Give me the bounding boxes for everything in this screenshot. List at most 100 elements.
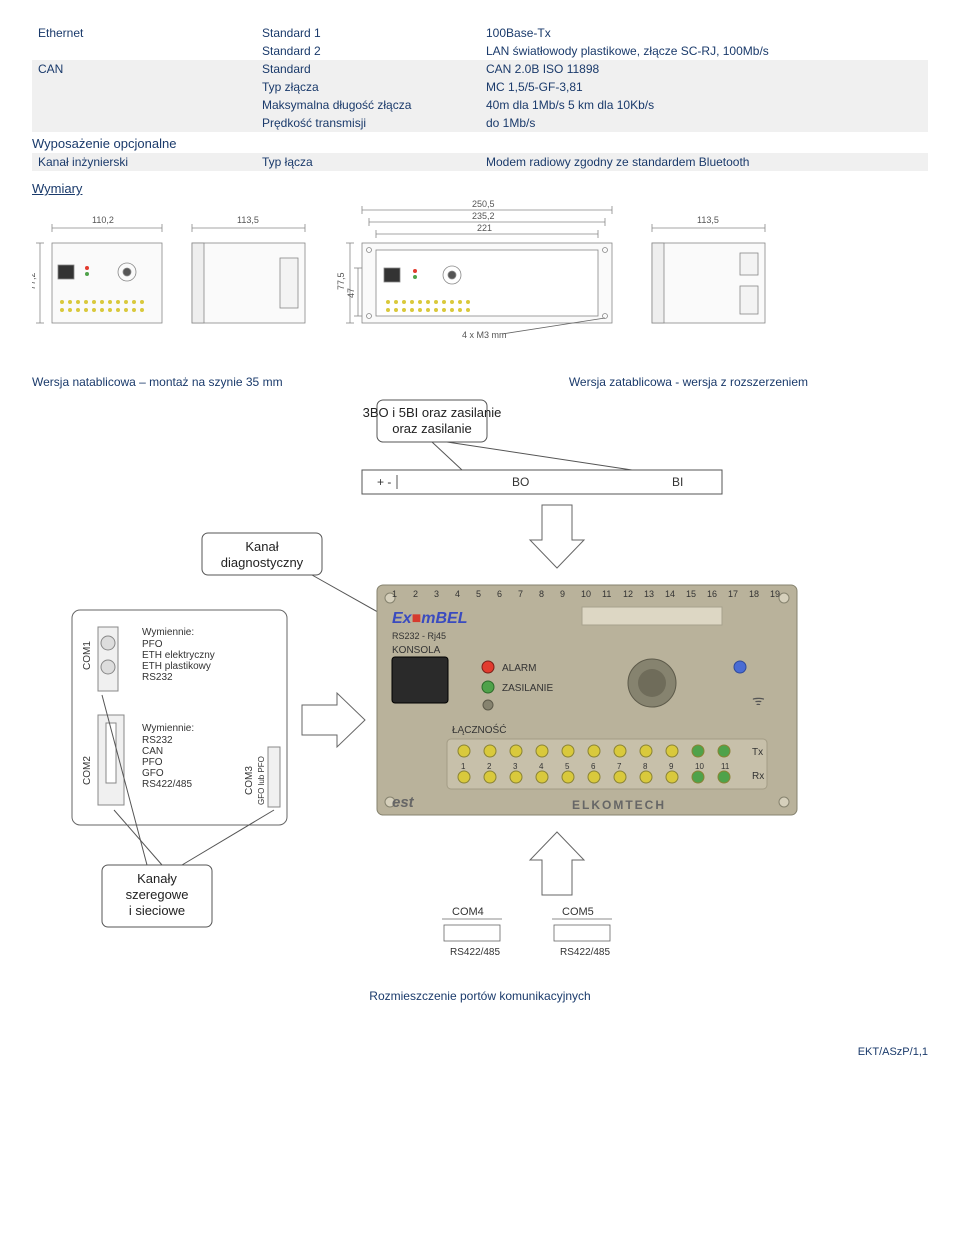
svg-text:ALARM: ALARM [502,663,536,674]
svg-text:15: 15 [686,589,696,599]
spec-cell: do 1Mb/s [480,114,928,132]
svg-text:RS232 - Rj45: RS232 - Rj45 [392,631,446,641]
svg-text:KONSOLA: KONSOLA [392,645,441,656]
caption-right: Wersja zatablicowa - wersja z rozszerzen… [569,375,808,389]
spec-cell: 100Base-Tx [480,24,928,42]
svg-text:1: 1 [461,762,466,771]
svg-text:BO: BO [512,475,529,489]
svg-text:113,5: 113,5 [697,215,719,225]
spec-cell [32,96,256,114]
svg-text:6: 6 [591,762,596,771]
svg-text:PFO: PFO [142,757,163,768]
svg-text:4 x M3 mm: 4 x M3 mm [462,330,507,340]
svg-text:19: 19 [770,589,780,599]
spec-cell [32,42,256,60]
svg-text:14: 14 [665,589,675,599]
svg-text:RS422/485: RS422/485 [560,947,610,958]
svg-text:250,5: 250,5 [472,199,495,209]
spec-cell: CAN [32,60,256,78]
svg-text:9: 9 [669,762,674,771]
svg-text:7: 7 [518,589,523,599]
caption-left: Wersja natablicowa – montaż na szynie 35… [32,375,283,389]
opt-c1: Kanał inżynierski [32,153,256,171]
spec-cell: CAN 2.0B ISO 11898 [480,60,928,78]
spec-cell: Standard 2 [256,42,480,60]
section-optional: Wyposażenie opcjonalne [32,136,928,151]
svg-text:Tx: Tx [752,747,763,758]
spec-cell: Typ złącza [256,78,480,96]
svg-text:ETH elektryczny: ETH elektryczny [142,650,215,661]
svg-text:5: 5 [476,589,481,599]
svg-text:Kanał: Kanał [245,539,278,554]
svg-text:8: 8 [539,589,544,599]
svg-text:COM3: COM3 [244,766,255,795]
svg-text:1: 1 [392,589,397,599]
svg-text:oraz zasilanie: oraz zasilanie [392,421,472,436]
svg-text:10: 10 [581,589,591,599]
svg-text:2: 2 [413,589,418,599]
svg-text:Wymiennie:: Wymiennie: [142,723,194,734]
svg-text:COM1: COM1 [82,641,93,670]
svg-text:4: 4 [455,589,460,599]
svg-text:16: 16 [707,589,717,599]
svg-text:3: 3 [434,589,439,599]
svg-text:GFO: GFO [142,768,164,779]
svg-text:GFO lub PFO: GFO lub PFO [257,756,266,805]
svg-text:COM5: COM5 [562,906,594,918]
svg-text:3BO i 5BI oraz zasilanie: 3BO i 5BI oraz zasilanie [363,405,502,420]
svg-text:RS422/485: RS422/485 [142,779,192,790]
dim-drawings: 110,2 77,2 113,5 250,5 235,2 221 77,5 [32,198,928,351]
spec-cell [32,78,256,96]
svg-text:11: 11 [602,589,611,599]
spec-cell: MC 1,5/5-GF-3,81 [480,78,928,96]
svg-text:Ex■mBEL: Ex■mBEL [392,610,467,627]
svg-text:COM2: COM2 [82,756,93,785]
svg-text:+ -: + - [377,475,391,489]
svg-text:szeregowe: szeregowe [126,887,189,902]
svg-text:7: 7 [617,762,622,771]
svg-text:ZASILANIE: ZASILANIE [502,683,553,694]
section-dim: Wymiary [32,181,928,196]
opt-c3: Modem radiowy zgodny ze standardem Bluet… [480,153,928,171]
svg-text:Wymiennie:: Wymiennie: [142,627,194,638]
svg-text:diagnostyczny: diagnostyczny [221,555,304,570]
svg-text:2: 2 [487,762,492,771]
svg-text:13: 13 [644,589,654,599]
svg-text:9: 9 [560,589,565,599]
svg-text:221: 221 [477,223,492,233]
spec-cell: Ethernet [32,24,256,42]
svg-text:5: 5 [565,762,570,771]
spec-cell [32,114,256,132]
svg-text:113,5: 113,5 [237,215,259,225]
svg-text:10: 10 [695,762,704,771]
svg-text:RS232: RS232 [142,672,173,683]
spec-cell: Maksymalna długość złącza [256,96,480,114]
svg-text:Kanały: Kanały [137,871,177,886]
svg-text:18: 18 [749,589,759,599]
svg-text:235,2: 235,2 [472,211,495,221]
opt-c2: Typ łącza [256,153,480,171]
port-diagram: 3BO i 5BI oraz zasilanie oraz zasilanie … [32,395,928,1018]
svg-text:11: 11 [721,762,730,771]
svg-text:est: est [392,794,415,811]
svg-text:Rozmieszczenie portów komunika: Rozmieszczenie portów komunikacyjnych [369,989,590,1003]
svg-text:BI: BI [672,475,683,489]
spec-cell: 40m dla 1Mb/s 5 km dla 10Kb/s [480,96,928,114]
svg-text:ŁĄCZNOŚĆ: ŁĄCZNOŚĆ [452,723,506,736]
svg-text:ETH plastikowy: ETH plastikowy [142,661,211,672]
page-footer: EKT/ASzP/1,1 [32,1046,928,1058]
svg-text:3: 3 [513,762,518,771]
svg-text:47: 47 [346,288,356,298]
svg-text:77,2: 77,2 [32,272,37,290]
svg-text:110,2: 110,2 [92,215,114,225]
svg-text:COM4: COM4 [452,906,484,918]
svg-text:ᯤ: ᯤ [752,692,765,708]
svg-text:i sieciowe: i sieciowe [129,903,185,918]
svg-text:Rx: Rx [752,771,764,782]
spec-table: EthernetStandard 1100Base-TxStandard 2LA… [32,24,928,132]
spec-cell: Standard 1 [256,24,480,42]
svg-text:17: 17 [728,589,738,599]
svg-text:RS232: RS232 [142,735,173,746]
optional-table: Kanał inżynierski Typ łącza Modem radiow… [32,153,928,171]
svg-text:CAN: CAN [142,746,163,757]
